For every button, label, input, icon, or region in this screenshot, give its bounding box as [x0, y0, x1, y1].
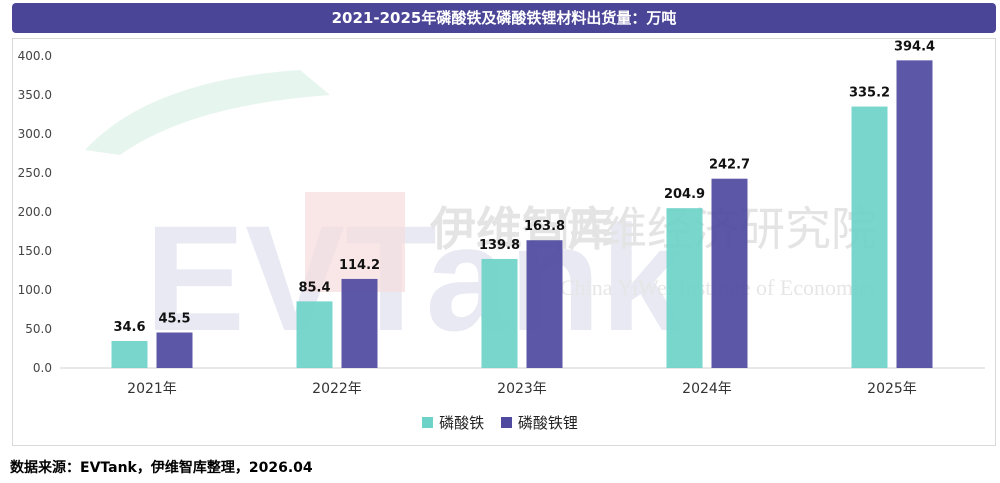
watermark: EVTank 伊维智库 伊维经济研究院 China YiWei Institut…	[85, 70, 878, 362]
data-label: 394.4	[894, 39, 935, 54]
y-tick-label: 100.0	[18, 283, 52, 297]
y-tick-label: 50.0	[25, 322, 52, 336]
bar-series2	[896, 60, 933, 368]
x-tick-label: 2021年	[127, 381, 177, 397]
data-label: 34.6	[113, 320, 145, 335]
bar-series1	[851, 106, 888, 368]
x-tick-label: 2023年	[497, 381, 547, 397]
x-tick-label: 2022年	[312, 381, 362, 397]
y-tick-label: 150.0	[18, 244, 52, 258]
data-label: 242.7	[709, 158, 750, 173]
data-label: 335.2	[849, 86, 890, 101]
x-axis: 2021年 2022年 2023年 2024年 2025年	[127, 381, 917, 397]
data-labels: 34.6 45.5 85.4 114.2 139.8 163.8 204.9 242.7 335…	[113, 39, 935, 335]
data-label: 139.8	[479, 238, 520, 253]
y-tick-label: 350.0	[18, 88, 52, 102]
bar-series1	[666, 208, 703, 368]
bar-series1	[111, 341, 148, 368]
data-label: 45.5	[158, 312, 190, 327]
legend-item-series2: 磷酸铁锂	[500, 412, 578, 433]
bar-series1	[481, 258, 518, 368]
y-tick-label: 250.0	[18, 166, 52, 180]
chart-title: 2021-2025年磷酸铁及磷酸铁锂材料出货量：万吨	[12, 3, 996, 33]
x-tick-label: 2024年	[682, 381, 732, 397]
watermark-logo: EVTank	[145, 194, 685, 362]
legend-swatch	[500, 417, 512, 428]
y-tick-label: 200.0	[18, 205, 52, 219]
bars	[111, 60, 933, 368]
legend-label: 磷酸铁	[439, 414, 485, 432]
data-label: 85.4	[298, 280, 330, 295]
bar-series2	[526, 240, 563, 368]
bar-series1	[296, 301, 333, 368]
legend-swatch	[422, 417, 434, 428]
data-label: 204.9	[664, 187, 705, 202]
data-label: 163.8	[524, 219, 565, 234]
source-note: 数据来源：EVTank，伊维智库整理，2026.04	[10, 460, 313, 476]
bar-series2	[341, 278, 378, 368]
bar-series2	[711, 178, 748, 368]
legend: 磷酸铁 磷酸铁锂	[0, 412, 1000, 433]
y-tick-label: 0.0	[33, 361, 52, 375]
y-tick-label: 300.0	[18, 127, 52, 141]
legend-label: 磷酸铁锂	[517, 414, 578, 432]
bar-series2	[156, 332, 193, 368]
watermark-cn-short: 伊维智库	[429, 202, 614, 256]
legend-item-series1: 磷酸铁	[422, 412, 484, 433]
x-tick-label: 2025年	[867, 381, 917, 397]
y-tick-label: 400.0	[18, 49, 52, 63]
y-axis: 0.0 50.0 100.0 150.0 200.0 250.0 300.0 350.0 400…	[18, 49, 985, 375]
data-label: 114.2	[339, 258, 380, 273]
